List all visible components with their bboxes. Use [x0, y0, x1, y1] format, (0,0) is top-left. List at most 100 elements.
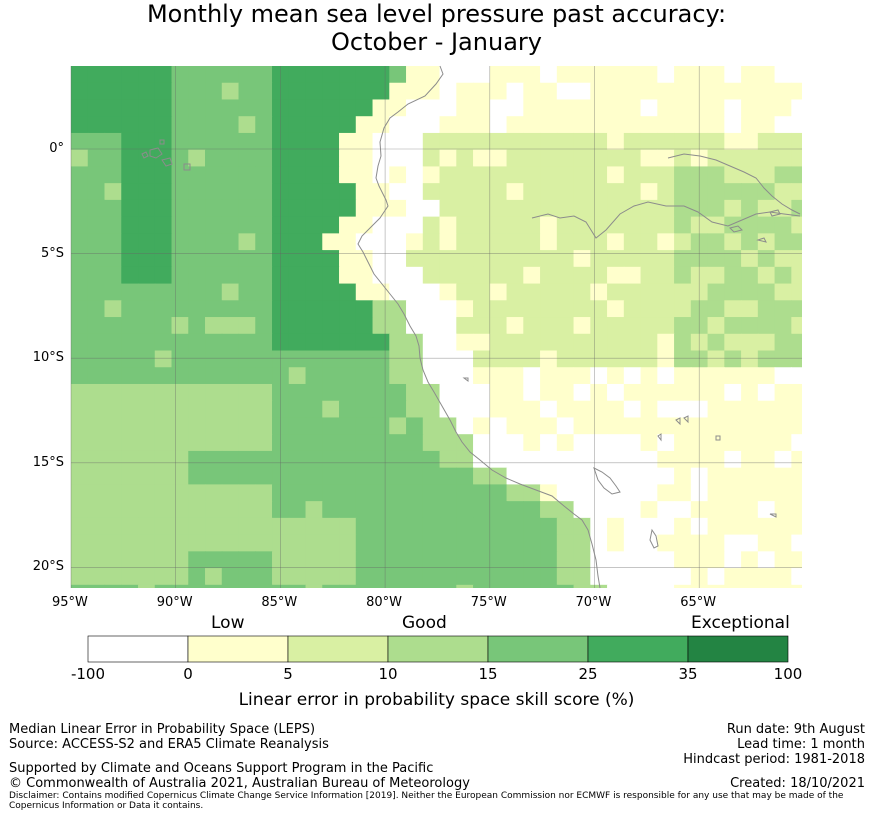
score-cell: [607, 266, 625, 285]
score-cell: [506, 116, 524, 134]
score-cell: [473, 350, 491, 368]
score-cell: [573, 266, 591, 285]
score-cell: [355, 551, 374, 569]
score-cell: [657, 434, 675, 452]
score-cell: [540, 317, 558, 335]
score-cell: [506, 417, 524, 435]
score-cell: [573, 584, 591, 588]
score-cell: [288, 484, 307, 502]
score-cell: [255, 534, 273, 552]
score-cell: [154, 216, 173, 234]
score-cell: [138, 484, 156, 502]
score-cell: [540, 82, 558, 101]
score-cell: [724, 467, 742, 485]
score-cell: [439, 300, 457, 318]
score-cell: [640, 66, 658, 84]
score-cell: [422, 266, 441, 285]
score-cell: [339, 82, 357, 101]
score-cell: [607, 517, 625, 536]
score-cell: [657, 417, 675, 435]
score-cell: [355, 250, 374, 268]
coastline: [141, 65, 801, 589]
score-cell: [556, 283, 575, 301]
title-line-1: Monthly mean sea level pressure past acc…: [146, 0, 727, 28]
score-cell: [87, 551, 106, 569]
score-cell: [322, 350, 340, 368]
score-cell: [205, 116, 223, 134]
score-cell: [221, 300, 240, 318]
score-cell: [154, 467, 173, 485]
score-cell: [556, 149, 575, 168]
score-cell: [724, 317, 742, 335]
score-cell: [657, 551, 675, 569]
score-cell: [489, 484, 508, 502]
score-cell: [104, 350, 122, 368]
colorbar-tick-label: 35: [678, 665, 698, 683]
score-cell: [640, 300, 658, 318]
score-cell: [506, 467, 524, 485]
footer-left: Median Linear Error in Probability Space…: [9, 722, 329, 752]
score-cell: [724, 283, 742, 301]
score-cell: [372, 166, 390, 184]
score-cell: [255, 199, 273, 218]
score-cell: [305, 116, 323, 134]
score-cell: [523, 501, 541, 519]
score-cell: [523, 584, 541, 588]
score-cell: [623, 534, 642, 552]
score-cell: [439, 551, 457, 569]
score-cell: [573, 484, 591, 502]
score-cell: [305, 132, 323, 151]
score-cell: [540, 383, 558, 402]
score-cell: [138, 584, 156, 588]
score-cell: [456, 183, 474, 201]
score-cell: [422, 166, 441, 184]
score-cell: [322, 82, 340, 101]
galapagos-4: [141, 151, 149, 159]
score-cell: [372, 283, 390, 301]
score-cell: [791, 183, 802, 201]
score-cell: [71, 166, 89, 184]
score-cell: [205, 568, 223, 586]
score-cell: [556, 199, 575, 218]
score-cell: [774, 116, 792, 134]
score-cell: [389, 568, 407, 586]
score-cell: [791, 367, 802, 385]
score-cell: [439, 183, 457, 201]
score-cell: [305, 199, 323, 218]
score-cell: [640, 116, 658, 134]
score-cell: [406, 216, 424, 234]
score-cell: [121, 584, 139, 588]
score-cell: [657, 383, 675, 402]
score-cell: [221, 333, 240, 352]
score-cell: [138, 82, 156, 101]
score-cell: [741, 568, 759, 586]
score-cell: [138, 383, 156, 402]
score-cell: [154, 584, 173, 588]
score-cell: [288, 233, 307, 251]
footer-right: Run date: 9th August Lead time: 1 month …: [683, 722, 865, 767]
score-cell: [188, 300, 206, 318]
score-cell: [590, 350, 608, 368]
score-cell: [205, 216, 223, 234]
score-cell: [87, 82, 106, 101]
score-cell: [372, 149, 390, 168]
score-cell: [288, 568, 307, 586]
score-cell: [322, 266, 340, 285]
score-cell: [104, 568, 122, 586]
score-cell: [238, 467, 256, 485]
score-cell: [473, 467, 491, 485]
score-cell: [774, 350, 792, 368]
score-cell: [406, 266, 424, 285]
score-cell: [221, 317, 240, 335]
score-cell: [674, 216, 692, 234]
score-cell: [707, 283, 725, 301]
score-cell: [791, 568, 802, 586]
score-cell: [372, 132, 390, 151]
score-cell: [523, 199, 541, 218]
score-cell: [640, 216, 658, 234]
score-cell: [406, 568, 424, 586]
score-cell: [138, 199, 156, 218]
score-cell: [657, 501, 675, 519]
score-cell: [205, 300, 223, 318]
score-cell: [87, 584, 106, 588]
